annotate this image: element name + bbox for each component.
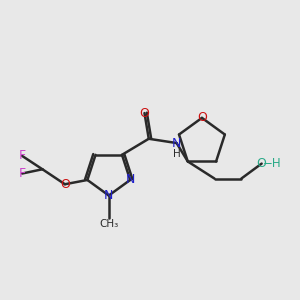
- Text: F: F: [19, 167, 26, 180]
- Text: O: O: [60, 178, 70, 191]
- Text: O: O: [257, 157, 267, 170]
- Text: N: N: [104, 189, 113, 202]
- Text: O: O: [140, 106, 149, 120]
- Text: N: N: [172, 136, 181, 150]
- Text: N: N: [125, 173, 135, 187]
- Text: −H: −H: [263, 157, 282, 169]
- Text: F: F: [19, 149, 26, 162]
- Text: CH₃: CH₃: [99, 219, 119, 230]
- Text: H: H: [173, 149, 181, 159]
- Text: O: O: [197, 111, 207, 124]
